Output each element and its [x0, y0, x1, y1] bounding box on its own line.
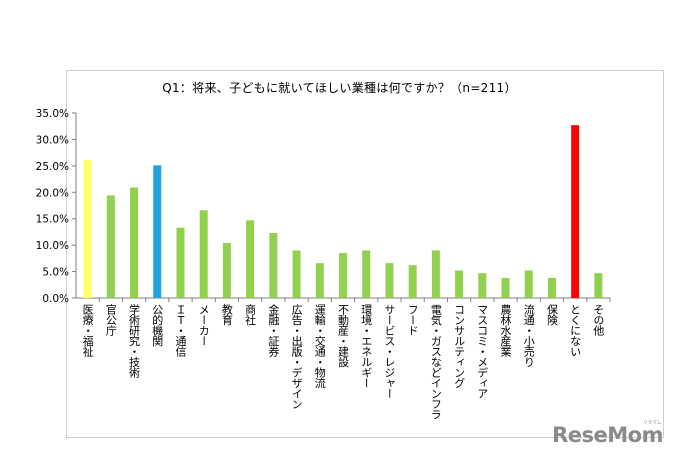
y-tick-label: 25.0% — [36, 161, 69, 173]
x-tick-label: 商社 — [244, 303, 257, 327]
x-tick-label: 農林水産業 — [499, 303, 512, 357]
watermark-sub: リセマム — [642, 420, 662, 426]
y-tick-label: 15.0% — [36, 214, 69, 226]
x-tick-label: サービス・レジャー — [383, 304, 396, 399]
x-tick-label: 保険 — [545, 303, 558, 327]
y-tick-label: 0.0% — [42, 293, 69, 305]
bar — [339, 253, 347, 298]
y-tick-label: 10.0% — [36, 240, 69, 252]
x-tick-label: ＩＴ・通信 — [174, 304, 187, 358]
x-tick-label: 流通・小売り — [522, 303, 535, 368]
x-tick-label: とくにない — [569, 304, 582, 357]
y-tick-label: 5.0% — [42, 267, 69, 279]
bar — [594, 273, 603, 298]
x-tick-label: 運輸・交通・物流 — [313, 304, 326, 389]
x-tick-label: コンサルティング — [453, 304, 466, 388]
bar — [524, 270, 533, 298]
x-tick-label: 官公庁 — [104, 303, 117, 336]
bar — [385, 263, 394, 298]
bar — [547, 277, 556, 298]
watermark-text: ReseMom — [552, 423, 663, 447]
bar — [571, 125, 580, 299]
x-tick-label: その他 — [592, 304, 605, 336]
bar — [431, 250, 440, 298]
x-tick-label: メーカー — [197, 304, 210, 346]
bar — [478, 273, 487, 298]
y-tick-label: 30.0% — [36, 134, 69, 146]
x-tick-label: 学術研究・技術 — [128, 303, 141, 378]
bar — [246, 220, 255, 298]
x-tick-label: フード — [406, 304, 419, 336]
bar — [199, 210, 208, 298]
y-tick-label: 35.0% — [36, 108, 69, 120]
x-tick-label: 電気・ガスなどインフラ — [429, 304, 442, 420]
x-tick-label: 不動産・建設 — [337, 304, 350, 367]
x-tick-label: 医療・福祉 — [81, 304, 94, 358]
y-tick-label: 20.0% — [36, 187, 69, 199]
bar — [455, 270, 464, 298]
x-tick-label: マスコミ・メディア — [476, 304, 489, 399]
x-tick-label: 環境・エネルギー — [360, 304, 373, 388]
bar — [501, 277, 510, 298]
x-tick-label: 公的機関 — [151, 304, 164, 346]
x-tick-label: 教育 — [220, 304, 233, 327]
bar — [315, 263, 324, 298]
bar — [362, 250, 371, 298]
chart-title: Q1：将来、子どもに就いてほしい業種は何ですか？（n=211） — [162, 81, 517, 95]
bar — [269, 232, 278, 298]
bar — [153, 165, 162, 298]
bar — [176, 227, 185, 298]
x-tick-label: 金融・証券 — [267, 303, 280, 357]
resemom-logo: ReseMom リセマム — [552, 420, 663, 447]
bar — [408, 265, 417, 298]
bar — [130, 187, 139, 298]
bar — [106, 195, 115, 298]
x-tick-label: 広告・出版・デザイン — [290, 304, 303, 409]
bar — [292, 250, 301, 298]
bar — [222, 243, 231, 298]
bar — [83, 160, 92, 298]
